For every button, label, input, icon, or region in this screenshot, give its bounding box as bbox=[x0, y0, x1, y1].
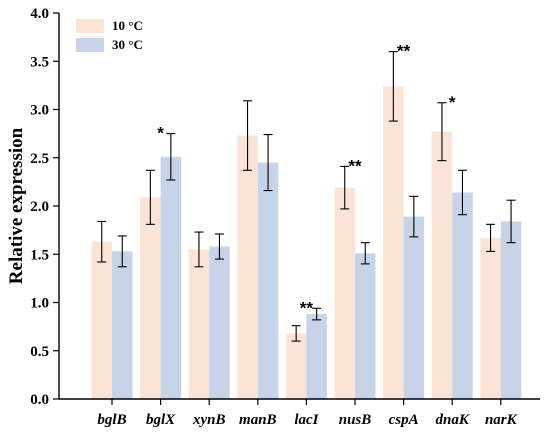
error-bars-layer bbox=[97, 51, 516, 342]
y-tick-label: 2.0 bbox=[30, 199, 49, 215]
x-tick-label-manB: manB bbox=[239, 412, 277, 428]
bar-manB-10c bbox=[237, 135, 258, 399]
x-ticks: bglB bglX xynB manB lacI nusB cspA dnaK narK bbox=[97, 399, 518, 428]
y-tick-label: 2.5 bbox=[30, 151, 49, 167]
significance-layer: ******** bbox=[157, 42, 456, 318]
bar-bglX-10c bbox=[140, 197, 161, 399]
legend: 10 °C 30 °C bbox=[76, 18, 143, 52]
x-tick-label-bglX: bglX bbox=[146, 412, 176, 428]
error-bar-lacI-30c bbox=[312, 307, 322, 321]
error-bar-narK-30c bbox=[506, 199, 516, 244]
y-axis-label: Relative expression bbox=[6, 127, 27, 284]
error-bar-xynB-30c bbox=[214, 233, 224, 260]
bars-layer bbox=[91, 86, 522, 399]
y-tick-label: 3.0 bbox=[30, 103, 49, 119]
x-tick-label-narK: narK bbox=[485, 412, 518, 428]
bar-nusB-10c bbox=[334, 187, 355, 399]
x-tick-label-cspA: cspA bbox=[389, 412, 419, 428]
legend-swatch-10c bbox=[76, 19, 104, 33]
bar-bglB-30c bbox=[112, 251, 133, 399]
y-tick-label: 0.0 bbox=[30, 392, 49, 408]
significance-cspA: ** bbox=[397, 42, 411, 61]
y-tick-label: 3.5 bbox=[30, 54, 49, 70]
y-tick-label: 4.0 bbox=[30, 6, 49, 22]
bar-xynB-10c bbox=[188, 249, 210, 399]
bar-cspA-30c bbox=[403, 216, 425, 399]
error-bar-cspA-10c bbox=[388, 51, 398, 122]
error-bar-bglX-10c bbox=[145, 169, 155, 225]
x-tick-label-lacI: lacI bbox=[294, 412, 319, 428]
legend-swatch-30c bbox=[76, 38, 104, 52]
bar-lacI-30c bbox=[306, 314, 327, 399]
bar-dnaK-30c bbox=[452, 192, 473, 399]
bar-nusB-30c bbox=[355, 253, 376, 399]
error-bar-nusB-30c bbox=[360, 242, 370, 265]
x-tick-label-bglB: bglB bbox=[97, 412, 126, 428]
bar-cspA-10c bbox=[383, 86, 404, 399]
bar-dnaK-10c bbox=[431, 131, 453, 399]
x-tick-label-nusB: nusB bbox=[339, 412, 372, 428]
bar-lacI-10c bbox=[285, 333, 307, 399]
significance-bglX: * bbox=[157, 124, 164, 143]
error-bar-manB-30c bbox=[263, 134, 273, 192]
significance-dnaK: * bbox=[449, 93, 456, 112]
y-tick-label: 1.0 bbox=[30, 296, 49, 312]
y-ticks: 0.0 0.5 1.0 1.5 2.0 2.5 3.0 3.5 4.0 bbox=[30, 6, 59, 408]
error-bar-xynB-10c bbox=[194, 231, 204, 268]
x-tick-label-xynB: xynB bbox=[192, 412, 226, 428]
x-tick-label-dnaK: dnaK bbox=[436, 412, 470, 428]
error-bar-nusB-10c bbox=[340, 165, 350, 210]
significance-nusB: ** bbox=[348, 156, 362, 175]
bar-bglX-30c bbox=[160, 156, 182, 399]
bar-manB-30c bbox=[257, 162, 279, 399]
bar-narK-30c bbox=[500, 221, 522, 399]
error-bar-lacI-10c bbox=[291, 325, 301, 342]
y-tick-label: 0.5 bbox=[30, 344, 49, 360]
error-bar-bglB-30c bbox=[117, 235, 127, 268]
error-bar-dnaK-30c bbox=[457, 169, 467, 216]
legend-label-30c: 30 °C bbox=[112, 37, 143, 52]
bar-narK-10c bbox=[480, 237, 501, 399]
error-bar-cspA-30c bbox=[409, 195, 419, 238]
legend-label-10c: 10 °C bbox=[112, 18, 143, 33]
error-bar-bglX-30c bbox=[166, 133, 176, 181]
error-bar-manB-10c bbox=[243, 100, 253, 171]
significance-lacI: ** bbox=[300, 298, 314, 317]
y-tick-label: 1.5 bbox=[30, 247, 49, 263]
error-bar-bglB-10c bbox=[97, 220, 107, 263]
error-bar-dnaK-10c bbox=[437, 102, 447, 162]
error-bar-narK-10c bbox=[486, 223, 496, 252]
bar-xynB-30c bbox=[209, 246, 230, 399]
bar-bglB-10c bbox=[91, 241, 112, 399]
